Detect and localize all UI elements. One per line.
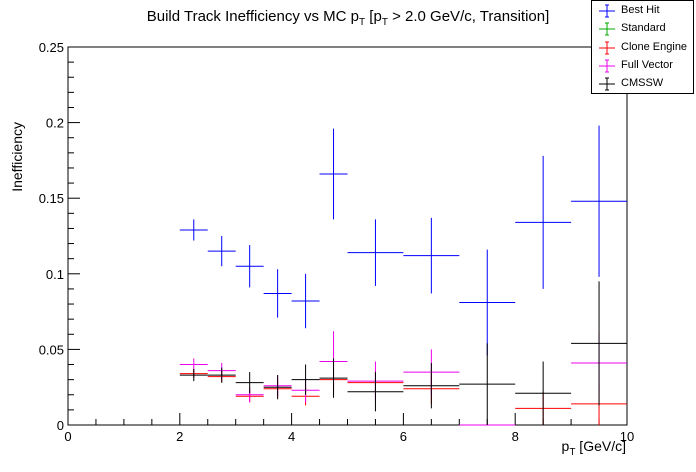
x-tick-label: 6	[400, 429, 407, 444]
legend-marker	[599, 4, 615, 18]
x-tick-label: 10	[620, 429, 634, 444]
legend-item: Clone Engine	[592, 39, 693, 57]
series-full-vector	[179, 331, 627, 426]
y-tick-label: 0.2	[46, 116, 64, 131]
chart-title-main: Build Track Inefficiency vs MC p	[146, 8, 360, 25]
legend-marker	[599, 22, 615, 36]
legend-item: Standard	[592, 20, 693, 38]
x-axis-label-sub: T	[569, 446, 576, 458]
axes: 0 2 4 6 8 10 0 0.05 0.1 0.15 0.2 0.25	[39, 40, 635, 444]
x-axis-label: pT [GeV/c]	[562, 438, 626, 458]
chart-title-sub: T	[359, 17, 366, 28]
legend-label: CMSSW	[621, 77, 664, 90]
y-tick-label: 0.05	[39, 342, 64, 357]
y-tick-label: 0.1	[46, 267, 64, 282]
series-best-hit	[179, 125, 627, 356]
legend: Best Hit Standard Clone Engine Full Vector C…	[591, 0, 694, 94]
x-axis-label-end: [GeV/c]	[575, 438, 626, 454]
x-axis-label-main: p	[561, 438, 570, 454]
legend-label: Full Vector	[621, 58, 673, 71]
chart-title-mid: [p	[365, 8, 382, 25]
x-tick-label: 2	[176, 429, 183, 444]
x-tick-label: 4	[288, 429, 295, 444]
data-marks	[179, 125, 627, 426]
legend-marker	[599, 41, 615, 55]
chart-title: Build Track Inefficiency vs MC pT [pT > …	[0, 8, 696, 28]
legend-label: Standard	[621, 22, 666, 35]
y-axis-label: Inefficiency	[9, 122, 25, 192]
x-tick-label: 0	[64, 429, 71, 444]
legend-item: Full Vector	[592, 57, 693, 75]
legend-marker	[599, 77, 615, 91]
legend-item: Best Hit	[592, 2, 693, 20]
y-tick-label: 0	[57, 418, 64, 433]
legend-item: CMSSW	[592, 75, 693, 93]
legend-label: Clone Engine	[621, 40, 688, 53]
y-tick-label: 0.25	[39, 40, 64, 55]
x-tick-label: 8	[512, 429, 519, 444]
chart-title-end: > 2.0 GeV/c, Transition]	[387, 8, 550, 25]
legend-marker	[599, 59, 615, 73]
y-tick-label: 0.15	[39, 191, 64, 206]
legend-label: Best Hit	[621, 4, 660, 16]
chart-title-sub2: T	[381, 17, 388, 28]
series-cmssw	[179, 281, 627, 425]
